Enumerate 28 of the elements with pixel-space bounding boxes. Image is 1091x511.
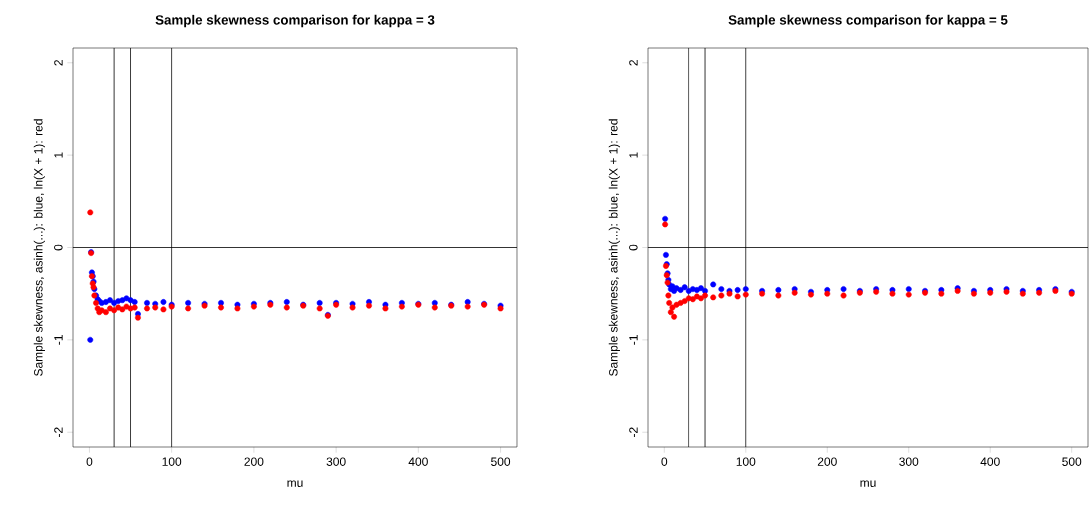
x-tick-label: 500 bbox=[491, 457, 511, 466]
x-tick-label: 400 bbox=[980, 457, 1000, 466]
y-tick-label: 0 bbox=[54, 244, 63, 251]
y-tick-label: 1 bbox=[629, 152, 638, 158]
y-tick-label: 2 bbox=[54, 60, 63, 66]
y-tick-label: 0 bbox=[629, 244, 638, 251]
x-tick-label: 0 bbox=[661, 457, 668, 466]
x-axis-title: mu bbox=[860, 480, 876, 487]
y-tick-label: -1 bbox=[629, 335, 638, 345]
x-tick-label: 0 bbox=[86, 457, 93, 466]
x-axis-title: mu bbox=[287, 480, 303, 487]
y-axis-title: Sample skewness, asinh(...): blue, ln(X + 1): red bbox=[608, 119, 620, 376]
y-tick-label: -2 bbox=[54, 427, 63, 438]
y-tick-label: 2 bbox=[629, 60, 638, 66]
x-tick-label: 300 bbox=[899, 457, 919, 466]
x-tick-label: 400 bbox=[408, 457, 428, 466]
y-axis-title: Sample skewness, asinh(...): blue, ln(X + 1): red bbox=[33, 119, 45, 376]
y-tick-label: -2 bbox=[629, 427, 638, 438]
x-tick-label: 100 bbox=[736, 457, 756, 466]
x-tick-label: 100 bbox=[162, 457, 182, 466]
y-tick-label: 1 bbox=[54, 152, 63, 158]
x-tick-label: 300 bbox=[326, 457, 346, 466]
x-tick-label: 200 bbox=[244, 457, 264, 466]
chart-title: Sample skewness comparison for kappa = 3 bbox=[155, 14, 435, 28]
chart-title: Sample skewness comparison for kappa = 5 bbox=[728, 14, 1008, 28]
x-tick-label: 200 bbox=[817, 457, 837, 466]
x-tick-label: 500 bbox=[1062, 457, 1082, 466]
y-tick-label: -1 bbox=[54, 335, 63, 345]
